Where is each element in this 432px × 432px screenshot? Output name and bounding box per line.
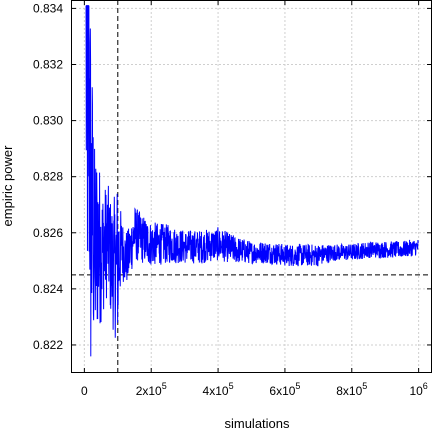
x-tick-label-exponent: 6 bbox=[423, 381, 428, 391]
y-axis-label: empiric power bbox=[0, 145, 15, 227]
y-tick-label: 0.830 bbox=[33, 114, 63, 128]
x-tick-label: 2x105 bbox=[136, 381, 167, 398]
x-tick-label-exponent: 5 bbox=[295, 381, 300, 391]
y-tick-labels: 0.822 0.824 0.826 0.828 0.830 0.832 0.834 bbox=[33, 1, 63, 352]
y-tick-label: 0.826 bbox=[33, 226, 63, 240]
x-tick-label: 6x105 bbox=[269, 381, 300, 398]
y-tick-label: 0.832 bbox=[33, 58, 63, 72]
x-tick-label-base: 4x10 bbox=[203, 384, 229, 398]
y-tick-label: 0.828 bbox=[33, 170, 63, 184]
x-tick-label-base: 0 bbox=[81, 384, 88, 398]
plot-frame bbox=[71, 0, 432, 373]
x-tick-label: 8x105 bbox=[336, 381, 367, 398]
x-axis-label: simulations bbox=[224, 416, 290, 431]
x-tick-label-base: 6x10 bbox=[269, 384, 295, 398]
tick-marks bbox=[71, 0, 432, 373]
x-tick-label: 0 bbox=[81, 384, 88, 398]
data-series bbox=[85, 5, 419, 357]
series-line bbox=[85, 5, 419, 357]
y-tick-label: 0.824 bbox=[33, 282, 63, 296]
x-tick-label: 4x105 bbox=[203, 381, 234, 398]
x-tick-label-exponent: 5 bbox=[229, 381, 234, 391]
x-tick-label-exponent: 5 bbox=[362, 381, 367, 391]
x-tick-label: 106 bbox=[409, 381, 427, 398]
y-tick-label: 0.834 bbox=[33, 1, 63, 15]
x-tick-label-base: 8x10 bbox=[336, 384, 362, 398]
reference-lines bbox=[71, 0, 432, 373]
x-tick-label-base: 2x10 bbox=[136, 384, 162, 398]
x-tick-labels: 0 2x105 4x105 6x105 8x105 106 bbox=[81, 381, 428, 398]
grid-lines bbox=[71, 0, 432, 373]
y-tick-label: 0.822 bbox=[33, 338, 63, 352]
x-tick-label-base: 10 bbox=[409, 384, 423, 398]
x-tick-label-exponent: 5 bbox=[162, 381, 167, 391]
